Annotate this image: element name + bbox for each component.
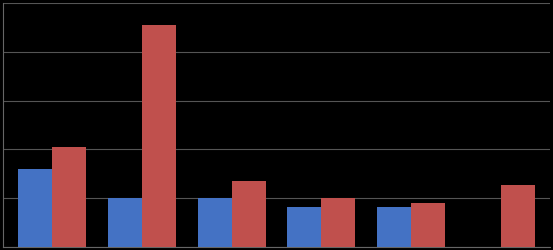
Bar: [411, 203, 445, 247]
Bar: [108, 198, 142, 247]
Bar: [287, 207, 321, 247]
Bar: [142, 25, 176, 247]
Bar: [52, 147, 86, 247]
Bar: [18, 170, 52, 247]
Bar: [321, 198, 356, 247]
Bar: [197, 198, 232, 247]
Bar: [377, 207, 411, 247]
Bar: [501, 185, 535, 247]
Bar: [232, 180, 266, 247]
